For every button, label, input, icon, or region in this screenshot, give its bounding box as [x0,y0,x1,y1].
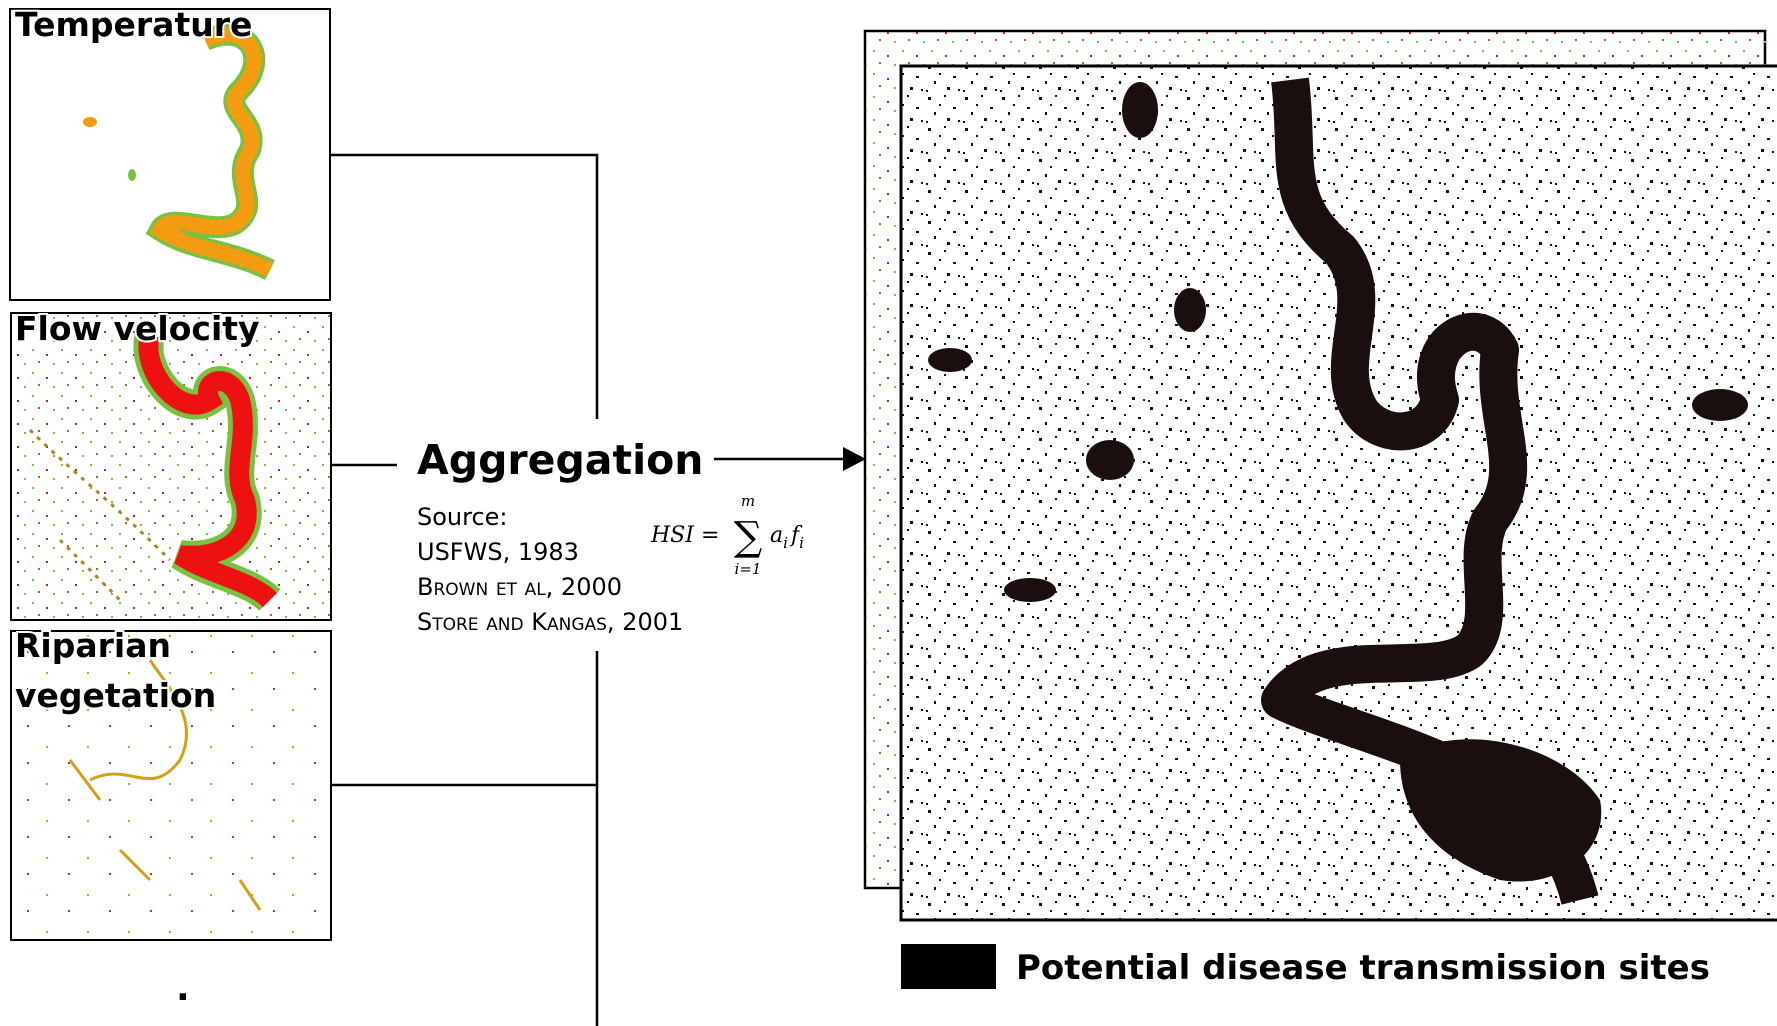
formula-lhs: HSI = [650,523,719,548]
page: {"panels": [ {"label_lines": ["Temperatu… [0,0,1777,1026]
arrow-head [843,447,866,471]
legend-label: Potential disease transmission sites [1016,948,1710,988]
panel-label: vegetation [15,676,216,715]
panel-label: Riparian [15,626,171,665]
formula-sum: ∑ [734,514,763,560]
subscript: i [799,534,804,552]
panel-label: Temperature [15,5,252,44]
symbol: a [770,523,783,548]
result-map [901,66,1777,920]
ellipsis: . [176,968,190,1009]
source-line: Brown et al, 2000 [417,573,622,601]
source-line: Store and Kangas, 2001 [417,608,683,636]
temperature-map [10,9,330,300]
source-line: Source: [417,503,508,531]
aggregation-title: Aggregation [417,436,703,484]
legend-swatch [901,944,996,989]
formula-lower: i=1 [735,560,762,578]
diagram: Temperature Flow velocity Riparian vegetati… [0,0,1777,1026]
panel-label: Flow velocity [15,309,260,348]
formula-upper: m [741,492,755,510]
flow-velocity-map [11,313,331,620]
source-line: USFWS, 1983 [417,538,579,566]
subscript: i [783,534,788,552]
